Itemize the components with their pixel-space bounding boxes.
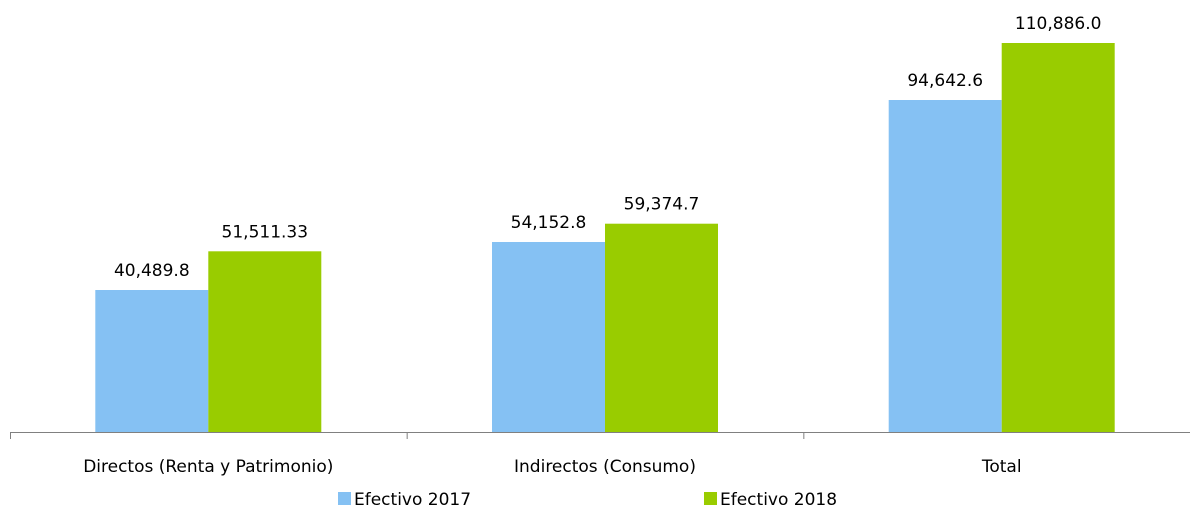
bar-efectivo-2018-cat-0 xyxy=(208,251,322,432)
category-label-1: Indirectos (Consumo) xyxy=(514,457,696,477)
bars-group xyxy=(95,43,1115,432)
legend: Efectivo 2017 Efectivo 2018 xyxy=(338,490,837,510)
value-labels-group: 40,489.8 51,511.33 54,152.8 59,374.7 94,642.… xyxy=(114,14,1102,281)
x-axis xyxy=(10,432,1190,439)
bar-efectivo-2018-cat-1 xyxy=(605,223,718,432)
category-labels-group: Directos (Renta y Patrimonio) Indirectos … xyxy=(83,457,1021,477)
data-label-efectivo-2017-cat-2: 94,642.6 xyxy=(907,71,983,91)
legend-swatch-efectivo-2018 xyxy=(704,492,717,505)
bar-efectivo-2017-cat-0 xyxy=(95,290,209,432)
category-label-2: Total xyxy=(981,457,1022,477)
category-label-0: Directos (Renta y Patrimonio) xyxy=(83,457,333,477)
legend-label-efectivo-2018: Efectivo 2018 xyxy=(720,490,837,510)
bar-efectivo-2017-cat-2 xyxy=(888,100,1002,432)
bar-efectivo-2017-cat-1 xyxy=(492,242,605,432)
bar-efectivo-2018-cat-2 xyxy=(1001,43,1115,432)
data-label-efectivo-2018-cat-1: 59,374.7 xyxy=(624,195,700,215)
data-label-efectivo-2018-cat-2: 110,886.0 xyxy=(1015,14,1102,34)
data-label-efectivo-2017-cat-0: 40,489.8 xyxy=(114,261,190,281)
legend-label-efectivo-2017: Efectivo 2017 xyxy=(354,490,471,510)
legend-swatch-efectivo-2017 xyxy=(338,492,351,505)
data-label-efectivo-2018-cat-0: 51,511.33 xyxy=(222,222,309,242)
data-label-efectivo-2017-cat-1: 54,152.8 xyxy=(511,213,587,233)
